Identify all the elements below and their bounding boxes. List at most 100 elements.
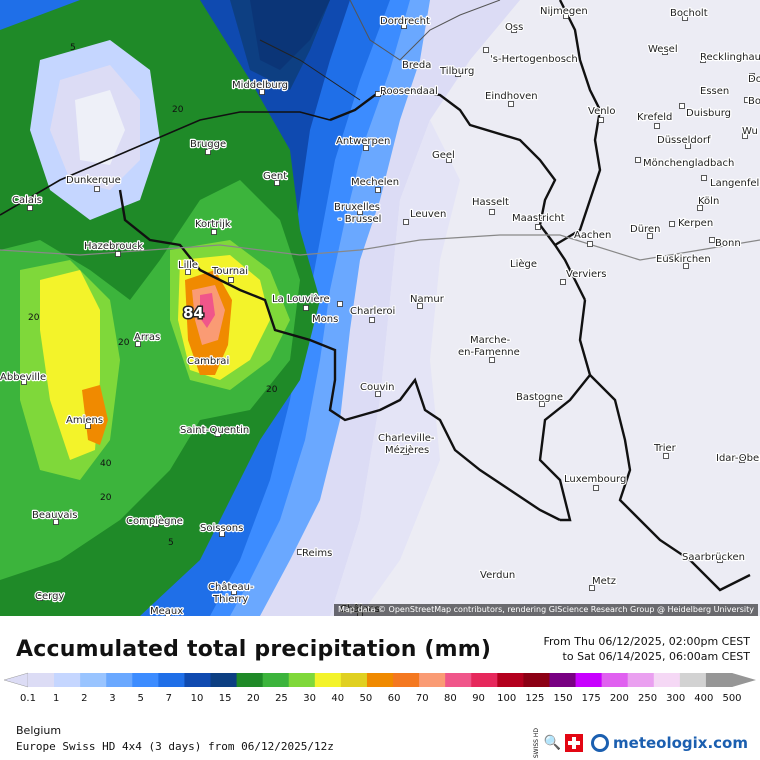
city-marker — [739, 457, 745, 463]
city-label-middelburg: Middelburg — [232, 80, 288, 91]
legend-tick-label: 30 — [303, 693, 316, 704]
model-info: Europe Swiss HD 4x4 (3 days) from 06/12/… — [16, 740, 334, 753]
city-label-essen: Essen — [700, 86, 729, 97]
legend-tick-label: 300 — [666, 693, 685, 704]
city-label-antwerpen: Antwerpen — [336, 136, 390, 147]
legend-tick-label: 7 — [166, 693, 172, 704]
city-label-charleroi: Charleroi — [350, 306, 395, 317]
city-label-venlo: Venlo — [588, 106, 615, 117]
legend-tick-label: 40 — [331, 693, 344, 704]
city-marker — [375, 187, 381, 193]
legend-swatch — [132, 673, 159, 687]
legend-swatch — [340, 673, 368, 687]
legend-tick-label: 200 — [610, 693, 629, 704]
city-label-chateau-1: Château- — [208, 581, 254, 593]
period-to: to Sat 06/14/2025, 06:00am CEST — [562, 650, 750, 663]
time-period: From Thu 06/12/2025, 02:00pm CEST to Sat… — [543, 634, 750, 664]
legend-swatch — [366, 673, 394, 687]
region-label: Belgium — [16, 724, 62, 737]
legend-tick-label: 70 — [416, 693, 429, 704]
legend-swatch — [54, 673, 81, 687]
precipitation-map: 5 20 20 20 20 40 20 5 84 Dordrecht Nijmeg… — [0, 0, 760, 616]
city-label-trier: Trier — [653, 443, 677, 454]
brand-area[interactable]: SWISS HD 🔍 meteologix.com — [533, 728, 748, 758]
legend-tick-label: 15 — [219, 693, 232, 704]
precip-max-core — [200, 293, 215, 328]
city-label-verdun: Verdun — [480, 570, 515, 581]
isoline-label: 40 — [100, 459, 112, 469]
city-label-s-hertogenbosch: 's-Hertogenbosch — [490, 54, 578, 65]
city-marker — [259, 89, 265, 95]
city-marker — [375, 91, 381, 97]
city-label-wu: Wu — [742, 126, 758, 137]
city-label-wesel: Wesel — [648, 44, 678, 55]
city-marker — [560, 279, 566, 285]
city-label-luxembourg: Luxembourg — [564, 474, 626, 485]
city-label-dordrecht: Dordrecht — [380, 16, 430, 27]
legend-tick-label: 80 — [444, 693, 457, 704]
city-marker — [403, 449, 409, 455]
legend-tick-label: 400 — [694, 693, 713, 704]
city-label-gent: Gent — [263, 171, 287, 182]
city-marker — [489, 209, 495, 215]
isoline-label: 20 — [100, 493, 112, 503]
city-label-couvin: Couvin — [360, 382, 394, 393]
legend-tick-label: 100 — [497, 693, 516, 704]
legend-tick-label: 3 — [109, 693, 115, 704]
city-marker — [679, 103, 685, 109]
zeeland-coast — [259, 39, 361, 101]
city-marker — [53, 519, 59, 525]
city-label-duisburg: Duisburg — [686, 108, 731, 119]
city-marker — [228, 277, 234, 283]
city-label-soissons: Soissons — [200, 523, 243, 534]
legend-tick-label: 90 — [472, 693, 485, 704]
legend-tick-label: 25 — [275, 693, 288, 704]
meteologix-logo-icon — [591, 734, 610, 753]
city-label-hasselt: Hasselt — [472, 197, 509, 208]
city-marker — [446, 157, 452, 163]
city-label-breda: Breda — [402, 60, 431, 71]
legend-swatch — [80, 673, 107, 687]
legend-swatch — [184, 673, 212, 687]
city-label-do: Do — [748, 74, 760, 85]
precip-lowest-pocket — [75, 90, 125, 165]
city-label-tilburg: Tilburg — [439, 66, 474, 77]
city-label-tournai: Tournai — [211, 266, 248, 277]
legend-swatch — [288, 673, 316, 687]
legend-tick-label: 10 — [191, 693, 204, 704]
city-marker — [205, 149, 211, 155]
city-label-bonn: Bonn — [715, 238, 741, 249]
city-marker — [508, 101, 514, 107]
map-canvas: 5 20 20 20 20 40 20 5 84 Dordrecht Nijmeg… — [0, 0, 760, 616]
city-marker — [369, 317, 375, 323]
city-label-calais: Calais — [12, 195, 42, 206]
city-label-bruxelles: Bruxelles — [334, 202, 380, 213]
city-label-kerpen: Kerpen — [678, 218, 713, 229]
isoline-label: 20 — [172, 105, 184, 115]
city-label-meaux: Meaux — [150, 606, 183, 616]
precip-trace-zone — [330, 120, 460, 616]
city-marker — [598, 117, 604, 123]
city-marker — [535, 224, 541, 230]
legend-swatch — [158, 673, 185, 687]
legend-swatch — [471, 673, 498, 687]
city-label-mons: Mons — [312, 314, 338, 325]
city-marker — [697, 205, 703, 211]
city-marker — [357, 209, 363, 215]
legend-swatch — [419, 673, 446, 687]
city-label-cergy: Cergy — [35, 591, 64, 602]
city-label-maastricht: Maastricht — [512, 213, 565, 224]
city-label-namur: Namur — [410, 294, 445, 305]
city-marker — [703, 89, 709, 95]
city-label-marche-2: en-Famenne — [458, 347, 520, 358]
brand-name[interactable]: meteologix.com — [613, 734, 748, 753]
scheldt-estuary — [250, 0, 330, 70]
city-marker — [231, 589, 237, 595]
legend-tick-label: 60 — [388, 693, 401, 704]
city-marker — [521, 261, 527, 267]
legend-tick-label: 250 — [638, 693, 657, 704]
map-attribution: Map data © OpenStreetMap contributors, r… — [334, 604, 758, 616]
city-marker — [635, 157, 641, 163]
luxembourg-germany-border — [589, 374, 751, 592]
legend-tick-label: 0.1 — [20, 693, 36, 704]
